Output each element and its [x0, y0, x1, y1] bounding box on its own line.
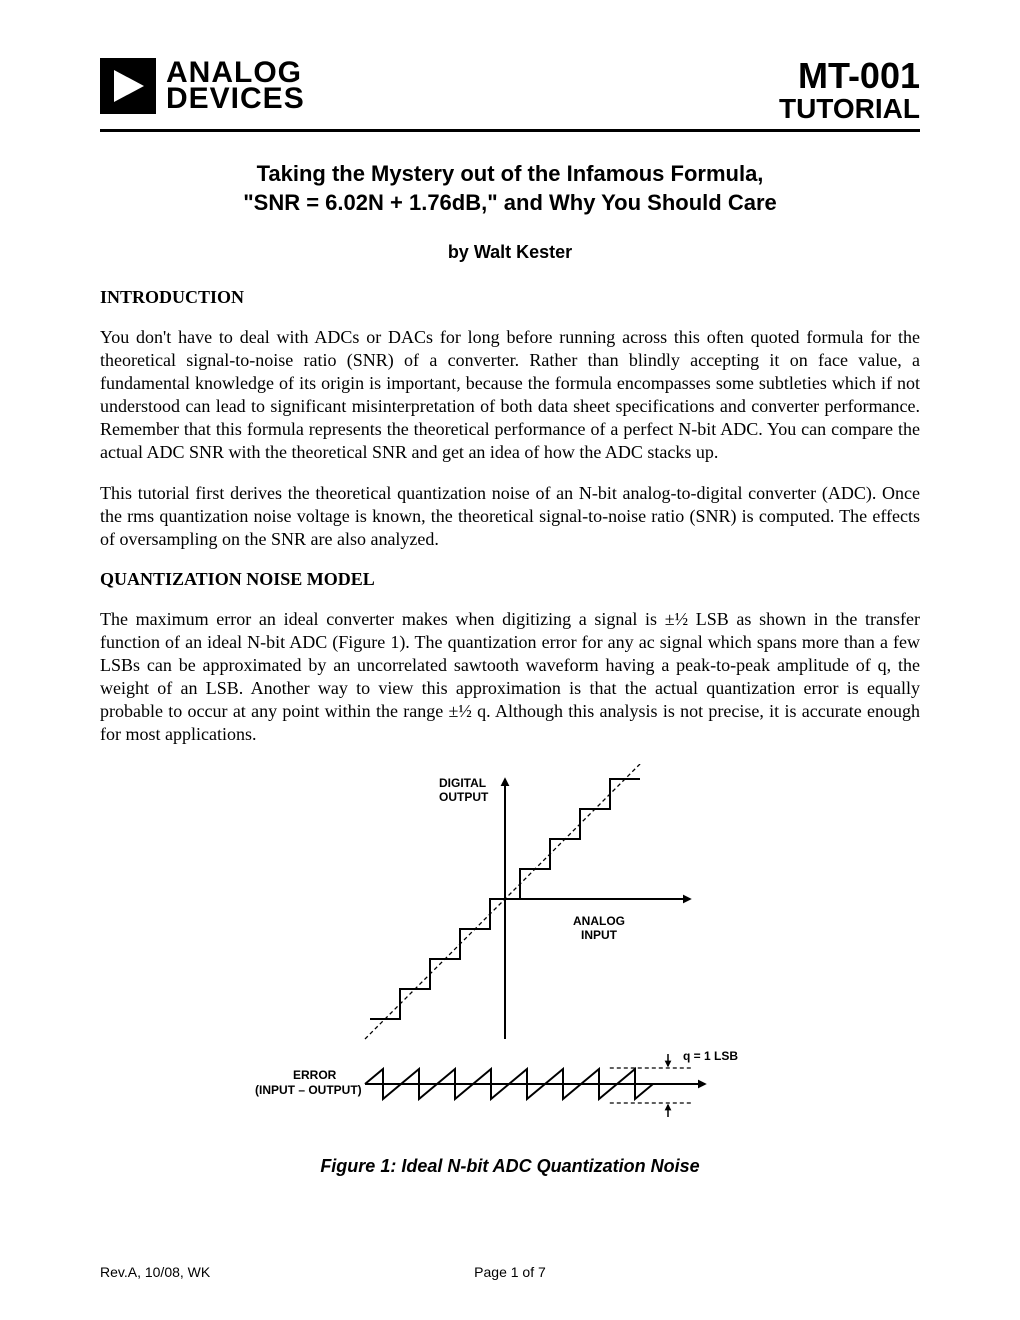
footer-page-number: Page 1 of 7 — [373, 1264, 646, 1280]
brand-logo: ANALOG DEVICES — [100, 58, 305, 114]
svg-text:OUTPUT: OUTPUT — [439, 790, 489, 804]
doc-id-block: MT-001 TUTORIAL — [779, 58, 920, 123]
figure-1: DIGITALOUTPUT ANALOGINPUT ERROR(INPUT – OU… — [100, 764, 920, 1144]
page-header: ANALOG DEVICES MT-001 TUTORIAL — [100, 58, 920, 132]
doc-type: TUTORIAL — [779, 94, 920, 123]
logo-triangle-icon — [100, 58, 156, 114]
brand-name: ANALOG DEVICES — [166, 60, 305, 113]
section-heading-intro: INTRODUCTION — [100, 287, 920, 308]
brand-line2: DEVICES — [166, 86, 305, 112]
svg-text:ERROR: ERROR — [293, 1068, 337, 1082]
figure-1-caption: Figure 1: Ideal N-bit ADC Quantization N… — [100, 1156, 920, 1177]
document-title: Taking the Mystery out of the Infamous F… — [100, 160, 920, 217]
title-line2: "SNR = 6.02N + 1.76dB," and Why You Shou… — [243, 190, 777, 215]
footer-revision: Rev.A, 10/08, WK — [100, 1264, 373, 1280]
section-heading-quant: QUANTIZATION NOISE MODEL — [100, 569, 920, 590]
svg-text:DIGITAL: DIGITAL — [439, 776, 486, 790]
svg-text:INPUT: INPUT — [581, 928, 618, 942]
author: by Walt Kester — [100, 242, 920, 263]
title-line1: Taking the Mystery out of the Infamous F… — [257, 161, 764, 186]
intro-paragraph-1: You don't have to deal with ADCs or DACs… — [100, 326, 920, 464]
quant-paragraph-1: The maximum error an ideal converter mak… — [100, 608, 920, 746]
svg-text:ANALOG: ANALOG — [573, 914, 625, 928]
svg-text:q = 1 LSB: q = 1 LSB — [683, 1049, 738, 1063]
svg-text:(INPUT – OUTPUT): (INPUT – OUTPUT) — [255, 1083, 362, 1097]
intro-paragraph-2: This tutorial first derives the theoreti… — [100, 482, 920, 551]
figure-1-svg: DIGITALOUTPUT ANALOGINPUT ERROR(INPUT – OU… — [250, 764, 770, 1144]
doc-id: MT-001 — [779, 58, 920, 94]
page-footer: Rev.A, 10/08, WK Page 1 of 7 — [100, 1264, 920, 1280]
footer-spacer — [647, 1264, 920, 1280]
